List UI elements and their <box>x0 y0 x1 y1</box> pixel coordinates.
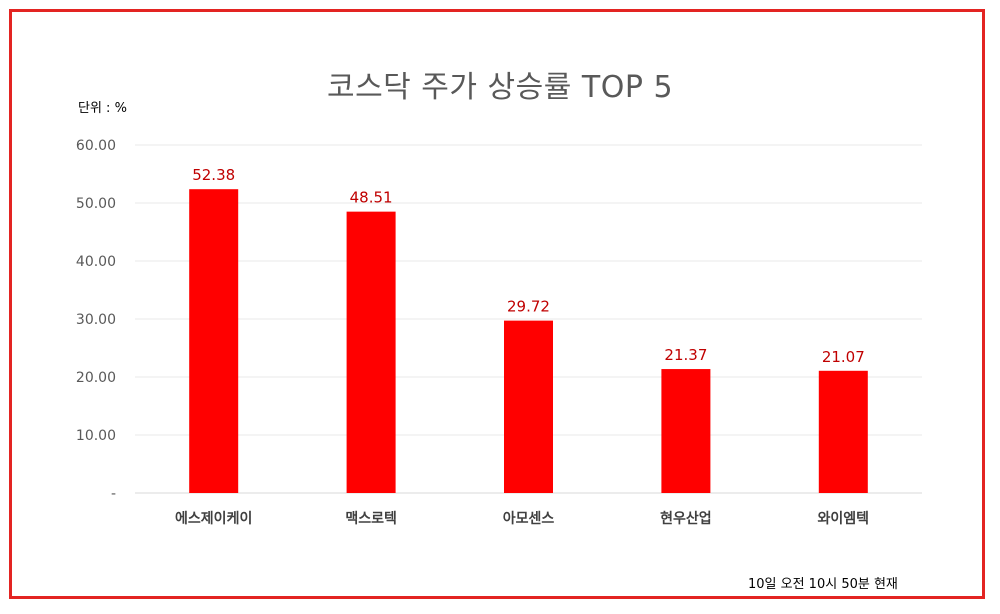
y-tick-label: - <box>111 486 116 502</box>
bar <box>189 189 239 494</box>
data-label: 48.51 <box>350 189 393 207</box>
chart-frame <box>9 9 985 599</box>
y-tick-label: 60.00 <box>76 138 116 154</box>
x-category-label: 현우산업 <box>660 510 712 527</box>
y-tick-label: 30.00 <box>76 312 116 328</box>
timestamp-note: 10일 오전 10시 50분 현재 <box>748 577 898 592</box>
x-category-label: 맥스로텍 <box>345 510 397 527</box>
data-label: 21.37 <box>664 346 707 364</box>
bar <box>818 370 868 493</box>
x-category-label: 에스제이케이 <box>175 510 252 527</box>
y-tick-label: 10.00 <box>76 428 116 444</box>
y-tick-label: 40.00 <box>76 254 116 270</box>
chart-title: 코스닥 주가 상승률 TOP 5 <box>326 70 674 105</box>
y-tick-label: 20.00 <box>76 370 116 386</box>
data-label: 21.07 <box>822 348 865 366</box>
x-category-label: 와이엠텍 <box>818 510 870 527</box>
data-label: 29.72 <box>507 298 550 316</box>
x-category-label: 아모센스 <box>503 510 555 527</box>
bar <box>661 369 711 493</box>
bar <box>346 211 396 493</box>
bar <box>504 320 553 493</box>
unit-label: 단위 : % <box>78 101 127 116</box>
data-label: 52.38 <box>192 166 235 184</box>
y-tick-label: 50.00 <box>76 196 116 212</box>
